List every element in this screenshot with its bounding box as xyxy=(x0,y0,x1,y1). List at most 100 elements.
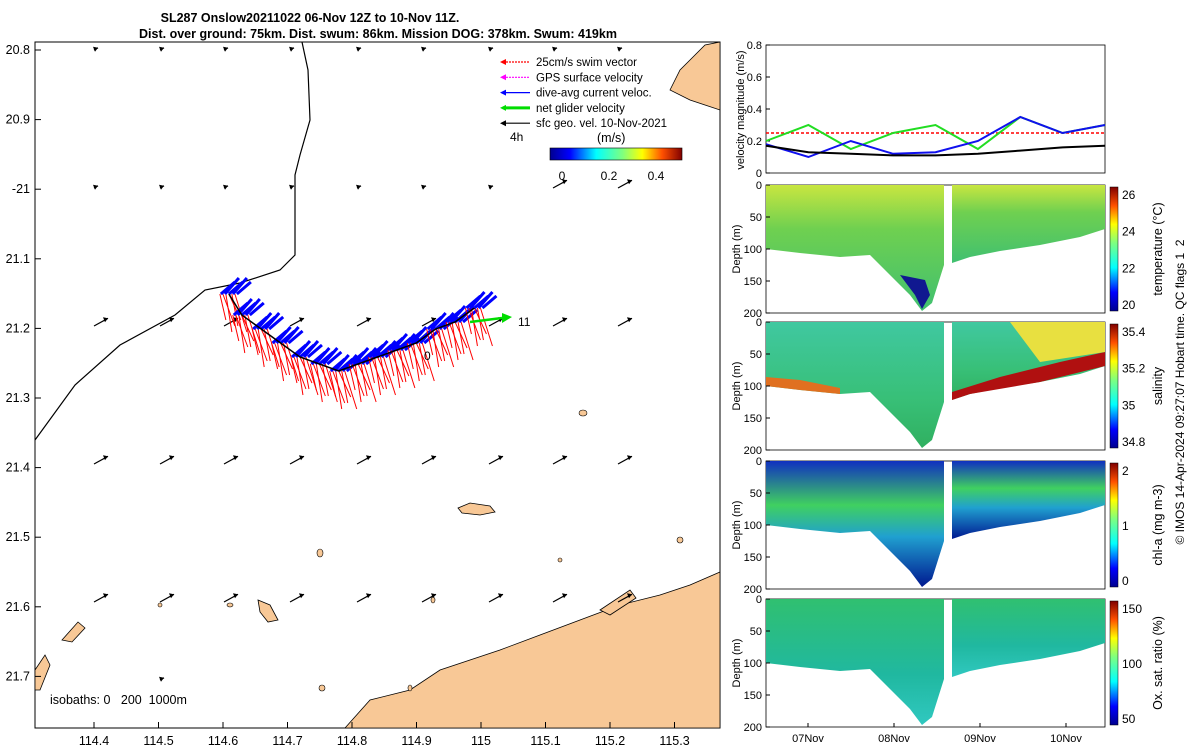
sfc-arrowhead xyxy=(169,455,174,461)
map-ytick-label: 21.4 xyxy=(6,461,30,475)
velocity-lines xyxy=(765,115,1106,159)
colorbar-tick-label: 35.2 xyxy=(1122,362,1146,376)
dive-avg-vector xyxy=(223,277,240,295)
swim-vector xyxy=(396,349,410,377)
legend-label: sfc geo. vel. 10-Nov-2021 xyxy=(536,118,667,130)
swim-vector xyxy=(299,356,313,384)
depth-panel: 0 50 100 150 200 Depth (m) 0 1 2 chl-a (mg m-3) xyxy=(731,456,1165,596)
sfc-arrowhead xyxy=(488,46,493,52)
swim-vector xyxy=(357,363,371,391)
vel-ytick-label: 0.6 xyxy=(747,72,762,84)
dive-avg-vector xyxy=(264,312,281,330)
depth-tick-label: 0 xyxy=(756,317,762,329)
dive-avg-vector xyxy=(391,333,409,351)
dive-avg-vector xyxy=(256,312,273,330)
swim-vector xyxy=(445,321,453,349)
depth-colorbar xyxy=(1109,600,1119,726)
annotation-11: 11 xyxy=(518,315,531,329)
colorbar-tick-label: 35 xyxy=(1122,398,1136,412)
title-line-2: Dist. over ground: 75km. Dist. swum: 86k… xyxy=(139,27,617,41)
depth-panel: 0 50 100 150 200 Depth (m) 20 22 24 26 temperature… xyxy=(731,180,1165,320)
swim-vector xyxy=(412,342,420,382)
sfc-arrowhead xyxy=(103,455,108,461)
swim-vector xyxy=(302,356,310,390)
depth-ylabel: Depth (m) xyxy=(731,639,743,688)
sfc-arrowhead xyxy=(488,184,493,190)
legend-arrowhead xyxy=(500,120,506,127)
sfc-arrowhead xyxy=(431,593,436,599)
swim-vector xyxy=(360,363,368,397)
depth-tick-label: 100 xyxy=(744,381,762,393)
sfc-arrowhead xyxy=(169,593,174,599)
colorbar-tick-label: 26 xyxy=(1122,188,1136,202)
depth-tick-label: 200 xyxy=(744,445,762,457)
dive-avg-vector xyxy=(372,340,389,358)
isobaths-note: isobaths: 0 200 1000m xyxy=(50,693,187,707)
dive-avg-vector xyxy=(411,326,428,344)
dive-avg-vector xyxy=(314,347,331,365)
colorbar-tick-label: 34.8 xyxy=(1122,435,1146,449)
sfc-arrowhead xyxy=(366,317,371,323)
dive-avg-vector xyxy=(302,340,320,358)
depth-ylabel: Depth (m) xyxy=(731,225,743,274)
colorbar-label: chl-a (mg m-3) xyxy=(1151,484,1165,565)
colorbar-tick-label: 50 xyxy=(1122,712,1136,726)
dive-avg-vector xyxy=(275,326,292,344)
cold-core xyxy=(900,275,930,309)
isobath-line xyxy=(34,41,311,441)
swim-vector xyxy=(377,356,390,384)
colorbar-tick-label: 22 xyxy=(1122,261,1136,275)
colorbar-tick-label: 35.4 xyxy=(1122,325,1146,339)
sfc-arrowhead xyxy=(233,593,238,599)
sfc-arrowhead xyxy=(421,184,426,190)
sfc-arrowhead xyxy=(233,455,238,461)
vel-ytick-label: 0.4 xyxy=(747,104,762,116)
map-land xyxy=(34,41,721,729)
swim-vector xyxy=(321,363,329,397)
depth-tick-label: 50 xyxy=(750,212,762,224)
sfc-arrowhead xyxy=(366,455,371,461)
section-left xyxy=(766,322,944,448)
swim-vector xyxy=(464,307,472,335)
depth-tick-label: 200 xyxy=(744,722,762,734)
dive-avg-vector xyxy=(469,291,486,309)
swim-vector xyxy=(318,363,332,391)
sfc-arrowhead xyxy=(299,593,304,599)
sfc-arrowhead xyxy=(562,455,567,461)
depth-tick-label: 150 xyxy=(744,276,762,288)
map-xtick-label: 114.5 xyxy=(143,734,173,748)
depth-tick-label: 100 xyxy=(744,520,762,532)
sfc-arrowhead xyxy=(431,455,436,461)
depth-tick-label: 150 xyxy=(744,690,762,702)
map-ytick-label: 21.1 xyxy=(6,252,30,266)
colorbar-title: (m/s) xyxy=(597,131,625,145)
swim-vector xyxy=(225,293,233,333)
map-xtick-label: 114.7 xyxy=(272,734,302,748)
map-xtick-label: 114.4 xyxy=(79,734,109,748)
swim-vector xyxy=(309,363,317,391)
dive-avg-vector xyxy=(481,294,498,310)
depth-tick-label: 50 xyxy=(750,626,762,638)
depth-panel: 0 50 100 150 200 Depth (m) 50 100 150 Ox. sat. ra… xyxy=(731,594,1165,734)
title-line-1: SL287 Onslow20211022 06-Nov 12Z to 10-No… xyxy=(161,11,460,25)
depth-ylabel: Depth (m) xyxy=(731,362,743,411)
velocity-ylabel: velocity magnitude (m/s) xyxy=(735,50,747,169)
saline-layer xyxy=(766,377,840,394)
swim-vector xyxy=(257,328,265,368)
dive-avg-vector xyxy=(352,347,370,365)
time-x-ticks: 07Nov 08Nov 09Nov 10Nov xyxy=(792,723,1082,745)
map-xtick-label: 114.6 xyxy=(208,734,238,748)
colorbar-tick-label: 2 xyxy=(1122,464,1129,478)
sfc-arrowhead xyxy=(93,184,98,190)
velocity-panel: 0 0.2 0.4 0.6 0.8 velocity magnitude (m/s) xyxy=(735,40,1106,180)
sfc-arrowhead xyxy=(627,317,632,323)
swim-vector xyxy=(315,363,323,403)
swim-vector xyxy=(241,314,255,342)
swim-vector xyxy=(432,328,440,368)
glider-track xyxy=(219,277,498,410)
colorbar-tick-label: 150 xyxy=(1122,602,1142,616)
sfc-arrowhead xyxy=(299,317,304,323)
sfc-arrowhead xyxy=(169,317,174,323)
swim-vector xyxy=(354,363,362,403)
sfc-arrowhead xyxy=(617,46,622,52)
